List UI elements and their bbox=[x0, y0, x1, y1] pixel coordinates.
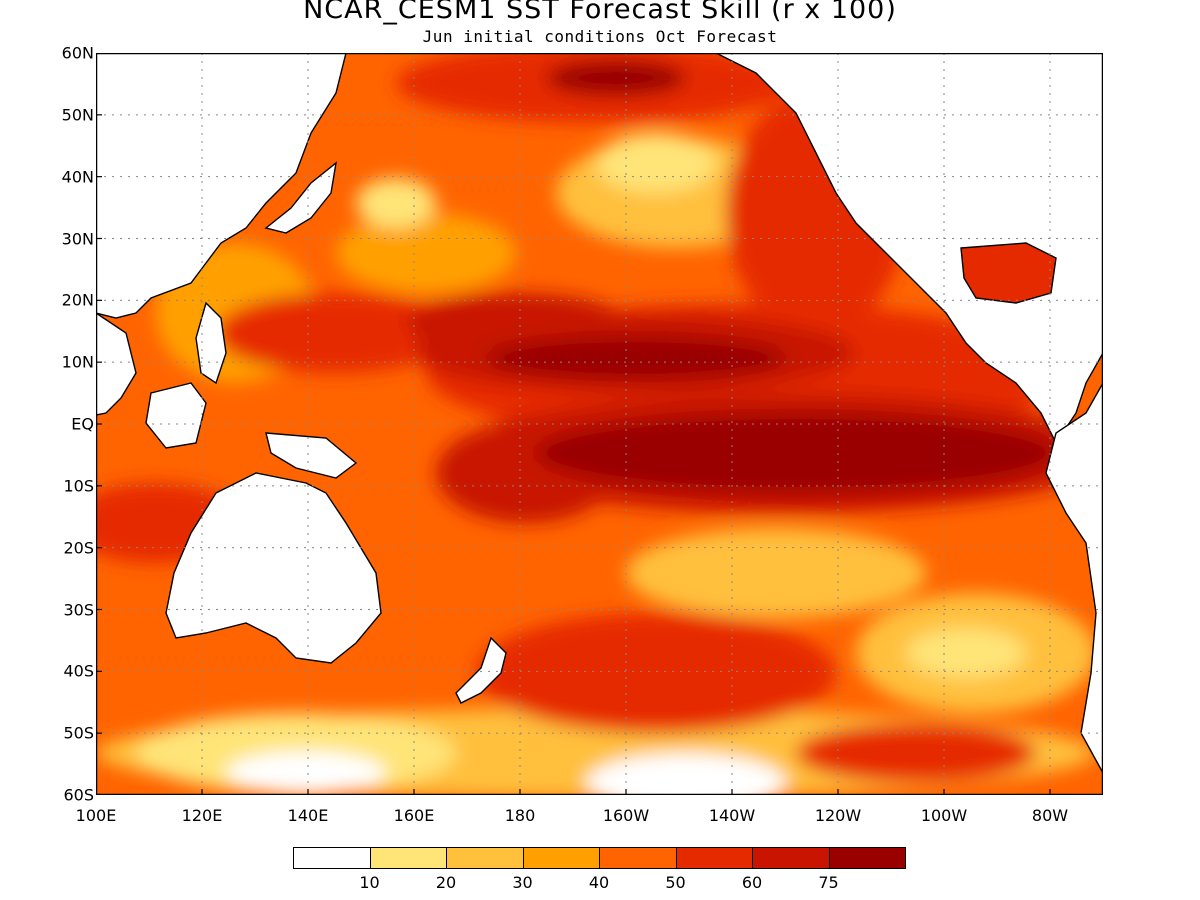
latitude-label: 20S bbox=[63, 538, 94, 558]
legend-swatch bbox=[828, 847, 906, 869]
map-title: NCAR_CESM1 SST Forecast Skill (r x 100) bbox=[303, 0, 897, 25]
color-legend: 10 20 30 40 50 60 75 bbox=[293, 847, 906, 892]
skill-patch bbox=[546, 60, 686, 96]
longitude-label: 160W bbox=[602, 806, 650, 825]
latitude-label: 30S bbox=[63, 600, 94, 619]
map-subtitle: Jun initial conditions Oct Forecast bbox=[422, 27, 778, 46]
axis-ticks bbox=[96, 53, 1051, 795]
legend-swatch bbox=[293, 847, 371, 869]
longitude-label: 120E bbox=[181, 806, 223, 825]
latitude-label: 60N bbox=[61, 43, 94, 63]
new-guinea-island bbox=[265, 432, 358, 479]
skill-patch bbox=[476, 613, 836, 733]
skill-patch bbox=[226, 751, 386, 795]
latitude-label: 10N bbox=[61, 352, 94, 372]
land-layer bbox=[96, 53, 1103, 774]
longitude-label: 160E bbox=[393, 806, 435, 825]
longitude-label: 100W bbox=[920, 806, 968, 825]
skill-patch bbox=[356, 178, 436, 228]
latitude-label: 50N bbox=[61, 105, 94, 125]
south-america-landmass bbox=[1045, 381, 1103, 774]
skill-patch bbox=[586, 753, 786, 795]
legend-swatch bbox=[599, 847, 677, 869]
legend-tick-label: 40 bbox=[588, 873, 610, 892]
legend-swatch bbox=[369, 847, 447, 869]
skill-patch bbox=[336, 213, 516, 293]
legend-tick-label: 10 bbox=[359, 873, 380, 892]
latitude-label: 40N bbox=[61, 167, 94, 187]
latitude-label: 50S bbox=[63, 723, 94, 743]
japan-islands bbox=[264, 161, 337, 234]
legend-tick-label: 50 bbox=[665, 873, 686, 892]
skill-patch bbox=[216, 293, 456, 373]
new-zealand-islands bbox=[455, 636, 507, 704]
longitude-label: 100E bbox=[75, 806, 117, 825]
latitude-label: EQ bbox=[71, 414, 94, 434]
skill-patch bbox=[626, 528, 926, 618]
longitude-label: 80W bbox=[1031, 806, 1069, 825]
latitude-label: 10S bbox=[63, 476, 94, 496]
legend-tick-label: 60 bbox=[741, 873, 763, 892]
sst-skill-map bbox=[96, 53, 1103, 795]
legend-tick-label: 75 bbox=[818, 873, 839, 892]
legend-swatch bbox=[675, 847, 753, 869]
australia-landmass bbox=[165, 472, 382, 664]
skill-patch bbox=[796, 723, 1036, 783]
skill-patch bbox=[596, 133, 716, 193]
longitude-label: 140W bbox=[708, 806, 756, 825]
legend-swatch bbox=[522, 847, 600, 869]
gulf-of-mexico bbox=[960, 242, 1057, 304]
skill-patch bbox=[486, 336, 786, 380]
latitude-label: 20N bbox=[61, 290, 94, 310]
legend-swatch bbox=[446, 847, 524, 869]
legend-tick-label: 20 bbox=[435, 873, 457, 892]
legend-swatch bbox=[752, 847, 830, 869]
longitude-label: 180 bbox=[504, 806, 536, 825]
asia-landmass bbox=[96, 53, 347, 319]
latitude-label: 60S bbox=[63, 785, 94, 805]
north-america-landmass bbox=[715, 53, 1103, 445]
borneo-island bbox=[145, 382, 207, 449]
skill-patch bbox=[536, 413, 1056, 493]
latitude-label: 40S bbox=[63, 661, 94, 681]
skill-patch bbox=[906, 628, 1026, 678]
legend-tick-label: 30 bbox=[512, 873, 533, 892]
indochina-landmass bbox=[96, 312, 137, 416]
latitude-label: 30N bbox=[61, 229, 94, 248]
longitude-label: 140E bbox=[287, 806, 329, 825]
philippines-islands bbox=[195, 301, 227, 385]
longitude-label: 120W bbox=[814, 806, 862, 825]
